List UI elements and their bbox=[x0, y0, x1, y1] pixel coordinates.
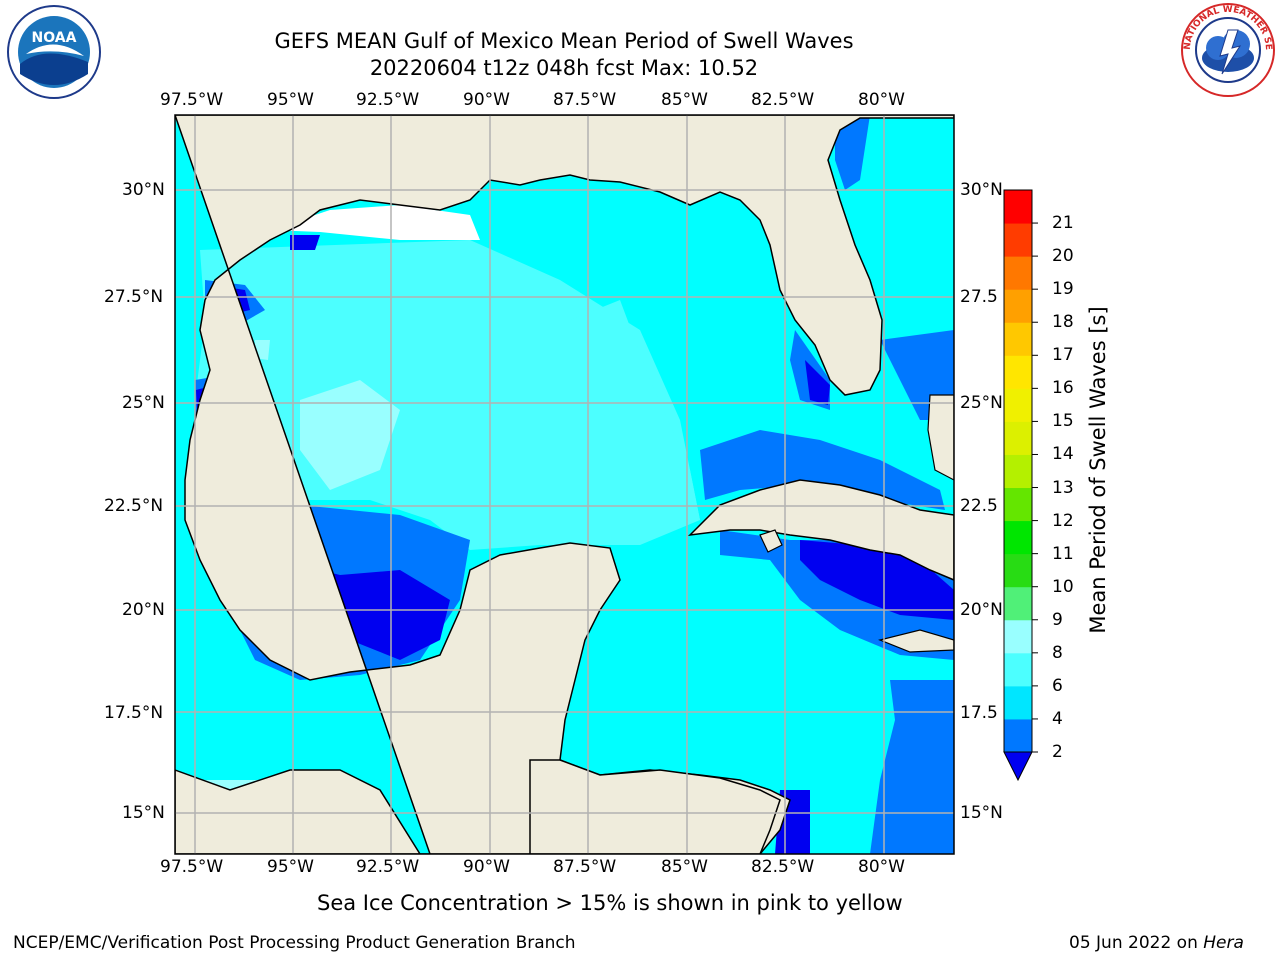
lon-label-bottom-3: 92.5°W bbox=[356, 857, 420, 877]
swell-band-2-4-florida-west bbox=[805, 360, 830, 405]
lon-label-top-3: 92.5°W bbox=[356, 90, 420, 110]
colorbar-tick-label: 12 bbox=[1052, 510, 1074, 531]
colorbar-extend-triangle bbox=[1003, 751, 1033, 782]
colorbar-tick-label: 2 bbox=[1052, 742, 1063, 762]
colorbar-segment bbox=[1004, 223, 1032, 257]
lat-label-left-1: 30°N bbox=[122, 180, 165, 200]
lon-label-top-7: 82.5°W bbox=[751, 90, 815, 110]
lon-label-bottom-4: 90°W bbox=[463, 857, 510, 877]
colorbar-segment bbox=[1004, 553, 1032, 588]
footer-machine: Hera bbox=[1203, 933, 1244, 953]
title-line-2: 20220604 t12z 048h fcst Max: 10.52 bbox=[369, 56, 759, 80]
lat-label-left-6: 17.5°N bbox=[104, 703, 164, 723]
colorbar-segment bbox=[1004, 289, 1032, 323]
swell-band-8-9 bbox=[300, 380, 400, 490]
colorbar-segment bbox=[1004, 652, 1032, 687]
land-cuba bbox=[687, 479, 954, 581]
lon-label-bottom-7: 82.5°W bbox=[751, 857, 815, 877]
lon-label-bottom-5: 87.5°W bbox=[553, 857, 617, 877]
lon-label-top-2: 95°W bbox=[267, 90, 314, 110]
colorbar-segment bbox=[1004, 190, 1032, 224]
swell-band-4-6-atlantic bbox=[835, 115, 870, 190]
colorbar-tick-label: 11 bbox=[1052, 543, 1074, 564]
lat-label-left-5: 20°N bbox=[122, 600, 165, 620]
colorbar-tick-label: 16 bbox=[1052, 378, 1074, 399]
lat-label-right-5: 20°N bbox=[960, 600, 1003, 620]
noaa-logo-text: NOAA bbox=[32, 30, 77, 46]
colorbar-tick-label: 10 bbox=[1052, 576, 1074, 597]
colorbar-tick-label: 8 bbox=[1052, 642, 1063, 663]
lat-label-left-3: 25°N bbox=[122, 393, 165, 413]
colorbar-segment bbox=[1004, 322, 1032, 356]
colorbar-tick-label: 15 bbox=[1052, 411, 1074, 432]
colorbar-tick-label: 18 bbox=[1052, 312, 1074, 333]
lat-label-right-3: 25°N bbox=[960, 393, 1003, 413]
swell-band-6-8-central bbox=[570, 300, 700, 520]
lon-label-bottom-1: 97.5°W bbox=[160, 857, 224, 877]
colorbar-segment bbox=[1004, 487, 1032, 522]
lat-label-right-1: 30°N bbox=[960, 180, 1003, 200]
colorbar-tick-label: 17 bbox=[1052, 345, 1074, 366]
colorbar-segment bbox=[1004, 718, 1032, 753]
colorbar-tick-label: 20 bbox=[1052, 246, 1074, 267]
land-bahamas bbox=[927, 394, 954, 481]
colorbar-segment bbox=[1004, 619, 1032, 654]
lon-label-top-4: 90°W bbox=[463, 90, 510, 110]
lat-label-left-2: 27.5°N bbox=[104, 287, 164, 307]
colorbar-tick-label: 21 bbox=[1052, 213, 1074, 234]
swell-band-4-6-se bbox=[870, 680, 954, 854]
colorbar-segment bbox=[1004, 520, 1032, 555]
map-frame bbox=[174, 114, 955, 855]
colorbar-segment bbox=[1004, 256, 1032, 290]
lon-label-top-1: 97.5°W bbox=[160, 90, 224, 110]
graticule bbox=[175, 115, 954, 854]
lat-label-left-7: 15°N bbox=[122, 803, 165, 823]
colorbar-frame bbox=[1003, 189, 1033, 753]
colorbar-tick-label: 19 bbox=[1052, 279, 1074, 300]
lon-label-top-5: 87.5°W bbox=[553, 90, 617, 110]
lat-label-right-6: 17.5 bbox=[960, 703, 998, 723]
lon-label-bottom-2: 95°W bbox=[267, 857, 314, 877]
colorbar-segment bbox=[1004, 355, 1032, 389]
lat-label-right-2: 27.5 bbox=[960, 287, 998, 307]
colorbar-segment bbox=[1004, 586, 1032, 621]
colorbar-tick-label: 6 bbox=[1052, 675, 1063, 696]
land-isle-of-youth bbox=[759, 529, 783, 553]
lat-label-right-7: 15°N bbox=[960, 803, 1003, 823]
colorbar-tick-label: 13 bbox=[1052, 477, 1074, 498]
colorbar-tick-label: 9 bbox=[1052, 609, 1063, 630]
colorbar bbox=[1003, 189, 1038, 782]
land-central-america bbox=[529, 759, 781, 854]
colorbar-segment bbox=[1004, 454, 1032, 489]
lon-label-top-8: 80°W bbox=[858, 90, 905, 110]
colorbar-segment bbox=[1004, 388, 1032, 422]
colorbar-segment bbox=[1004, 421, 1032, 455]
footer-branch: NCEP/EMC/Verification Post Processing Pr… bbox=[13, 933, 576, 953]
title-line-1: GEFS MEAN Gulf of Mexico Mean Period of … bbox=[274, 29, 854, 53]
lat-label-right-4: 22.5 bbox=[960, 496, 998, 516]
sea-ice-note: Sea Ice Concentration > 15% is shown in … bbox=[317, 891, 903, 915]
colorbar-segment bbox=[1004, 685, 1032, 720]
nodata-strip-north bbox=[270, 205, 480, 240]
colorbar-tick-label: 4 bbox=[1052, 708, 1063, 729]
footer-date: 05 Jun 2022 on Hera bbox=[1069, 933, 1244, 953]
swell-band-8-9-small bbox=[255, 340, 270, 360]
lat-label-left-4: 22.5°N bbox=[104, 496, 164, 516]
footer-date-text: 05 Jun 2022 on bbox=[1069, 933, 1198, 953]
nws-logo-icon: NATIONAL WEATHER SERVICE bbox=[1176, 0, 1275, 97]
land-jamaica bbox=[878, 629, 954, 653]
colorbar-label: Mean Period of Swell Waves [s] bbox=[1086, 306, 1110, 634]
noaa-logo-icon: NOAA bbox=[7, 5, 101, 99]
lon-label-top-6: 85°W bbox=[661, 90, 708, 110]
swell-band-2-4-la bbox=[290, 235, 320, 250]
lon-label-bottom-6: 85°W bbox=[661, 857, 708, 877]
lon-label-bottom-8: 80°W bbox=[858, 857, 905, 877]
colorbar-tick-label: 14 bbox=[1052, 444, 1074, 465]
